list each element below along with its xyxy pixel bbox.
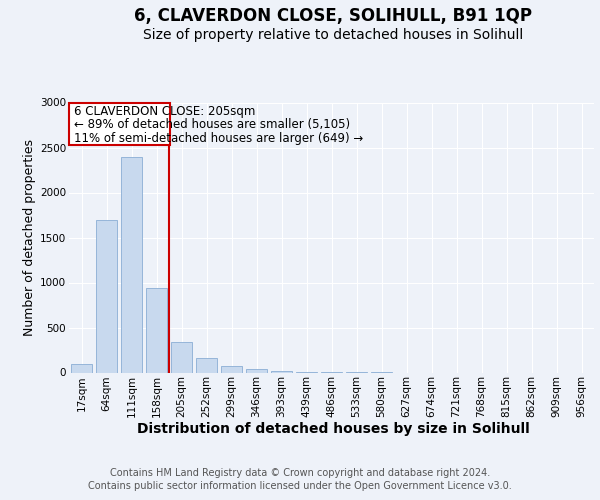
Text: 11% of semi-detached houses are larger (649) →: 11% of semi-detached houses are larger (… <box>74 132 364 144</box>
Y-axis label: Number of detached properties: Number of detached properties <box>23 139 36 336</box>
Bar <box>246 369 267 372</box>
Bar <box>221 366 242 372</box>
Bar <box>146 288 167 372</box>
Text: Contains HM Land Registry data © Crown copyright and database right 2024.: Contains HM Land Registry data © Crown c… <box>110 468 490 477</box>
Bar <box>196 358 217 372</box>
Bar <box>171 342 192 372</box>
Text: Size of property relative to detached houses in Solihull: Size of property relative to detached ho… <box>143 28 523 42</box>
Text: Distribution of detached houses by size in Solihull: Distribution of detached houses by size … <box>137 422 529 436</box>
Text: 6, CLAVERDON CLOSE, SOLIHULL, B91 1QP: 6, CLAVERDON CLOSE, SOLIHULL, B91 1QP <box>134 8 532 26</box>
Bar <box>96 220 117 372</box>
Text: Contains public sector information licensed under the Open Government Licence v3: Contains public sector information licen… <box>88 481 512 491</box>
FancyBboxPatch shape <box>69 102 170 145</box>
Bar <box>271 371 292 372</box>
Text: ← 89% of detached houses are smaller (5,105): ← 89% of detached houses are smaller (5,… <box>74 118 350 132</box>
Text: 6 CLAVERDON CLOSE: 205sqm: 6 CLAVERDON CLOSE: 205sqm <box>74 105 256 118</box>
Bar <box>71 364 92 372</box>
Bar <box>121 156 142 372</box>
